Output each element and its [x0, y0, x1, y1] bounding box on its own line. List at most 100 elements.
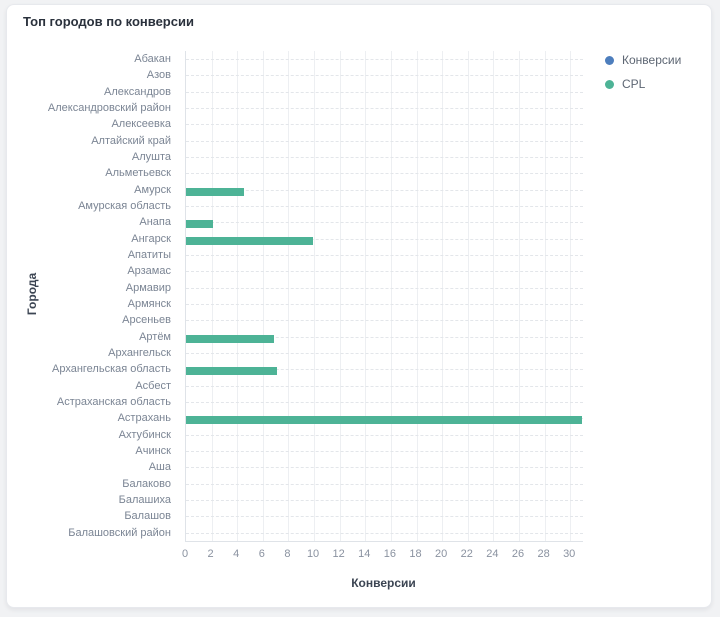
row-dashed-gridline	[186, 222, 583, 224]
x-tick-label: 2	[207, 548, 214, 560]
row-dashed-gridline	[186, 140, 583, 142]
bar-cpl	[186, 220, 213, 229]
x-tick-label: 12	[332, 548, 345, 560]
x-tick-label: 28	[537, 548, 550, 560]
category-label: Балашов	[124, 510, 171, 523]
category-row	[186, 133, 583, 149]
category-label: Аша	[148, 461, 171, 474]
bar-cpl	[186, 236, 313, 245]
chart-title: Топ городов по конверсии	[23, 14, 194, 29]
row-dashed-gridline	[186, 353, 583, 355]
vertical-gridline	[390, 51, 392, 541]
category-label: Альметьевск	[105, 167, 171, 180]
category-label: Апатиты	[127, 249, 171, 262]
category-label: Амурск	[134, 183, 171, 196]
category-row	[186, 67, 583, 83]
row-dashed-gridline	[186, 500, 583, 502]
category-label: Архангельск	[108, 347, 171, 360]
category-row	[186, 214, 583, 230]
x-tick-label: 20	[435, 548, 448, 560]
category-row	[186, 525, 583, 541]
vertical-gridline	[237, 51, 239, 541]
row-dashed-gridline	[186, 287, 583, 289]
row-dashed-gridline	[186, 255, 583, 257]
legend-dot	[605, 55, 614, 65]
row-dashed-gridline	[186, 385, 583, 387]
category-label: Астраханская область	[56, 396, 171, 409]
category-label: Ахтубинск	[118, 428, 171, 441]
row-dashed-gridline	[186, 59, 583, 61]
category-row	[186, 345, 583, 361]
row-dashed-gridline	[186, 336, 583, 338]
row-dashed-gridline	[186, 369, 583, 371]
category-label: Астрахань	[117, 412, 171, 425]
category-row	[186, 394, 583, 410]
x-tick-label: 8	[284, 548, 291, 560]
row-dashed-gridline	[186, 91, 583, 93]
bar-cpl	[186, 334, 275, 343]
x-tick-label: 14	[358, 548, 371, 560]
x-tick-label: 16	[383, 548, 397, 560]
category-row	[186, 84, 583, 100]
x-axis-title: Конверсии	[351, 576, 416, 590]
category-label: Алтайский край	[91, 134, 171, 147]
vertical-gridline	[211, 51, 213, 541]
legend-item-cpl[interactable]: CPL	[605, 77, 681, 91]
category-label: Арзамас	[127, 265, 171, 278]
category-label: Асбест	[135, 379, 171, 392]
chart-card: Топ городов по конверсии Города Абакан Аз…	[6, 4, 712, 608]
row-dashed-gridline	[186, 451, 583, 453]
legend: Конверсии CPL	[605, 53, 681, 91]
category-row	[186, 51, 583, 67]
x-tick-label: 18	[409, 548, 422, 560]
row-dashed-gridline	[186, 206, 583, 208]
category-row	[186, 149, 583, 165]
category-row	[186, 459, 583, 475]
row-dashed-gridline	[186, 304, 583, 306]
category-label: Алексеевка	[111, 118, 171, 131]
x-tick-label: 4	[233, 548, 240, 560]
x-tick-label: 26	[511, 548, 525, 560]
category-label: Алушта	[131, 151, 171, 164]
category-row	[186, 378, 583, 394]
category-row	[186, 443, 583, 459]
category-row	[186, 492, 583, 508]
category-row	[186, 198, 583, 214]
category-label: Ангарск	[131, 232, 171, 245]
vertical-gridline	[365, 51, 367, 541]
x-tick-label: 22	[460, 548, 473, 560]
category-label: Азов	[146, 69, 171, 82]
category-label: Балашовский район	[68, 526, 171, 539]
category-label: Архангельская область	[52, 363, 171, 376]
row-dashed-gridline	[186, 516, 583, 518]
category-label: Ачинск	[135, 445, 171, 458]
vertical-gridline	[570, 51, 572, 541]
legend-dot	[605, 79, 614, 89]
category-row	[186, 476, 583, 492]
category-row	[186, 116, 583, 132]
category-row	[186, 329, 583, 345]
category-row	[186, 182, 583, 198]
category-label: Амурская область	[78, 200, 171, 213]
x-axis-ticks: 0 2 4 6 8 10 12 14 16 18 20 22 24 26 28 30	[182, 548, 582, 562]
x-tick-label: 24	[486, 548, 499, 560]
vertical-gridline	[518, 51, 520, 541]
row-dashed-gridline	[186, 238, 583, 240]
category-label: Арсеньев	[122, 314, 171, 327]
category-row	[186, 100, 583, 116]
row-dashed-gridline	[186, 173, 583, 175]
category-row	[186, 165, 583, 181]
x-tick-label: 30	[563, 548, 576, 560]
vertical-gridline	[262, 51, 264, 541]
legend-item-conversions[interactable]: Конверсии	[605, 53, 681, 67]
category-rows	[186, 51, 583, 541]
category-label: Армянск	[127, 298, 171, 311]
category-label: Анапа	[139, 216, 171, 229]
row-dashed-gridline	[186, 532, 583, 534]
row-dashed-gridline	[186, 189, 583, 191]
row-dashed-gridline	[186, 467, 583, 469]
vertical-gridline	[416, 51, 418, 541]
row-dashed-gridline	[186, 320, 583, 322]
category-row	[186, 263, 583, 279]
vertical-gridline	[339, 51, 341, 541]
